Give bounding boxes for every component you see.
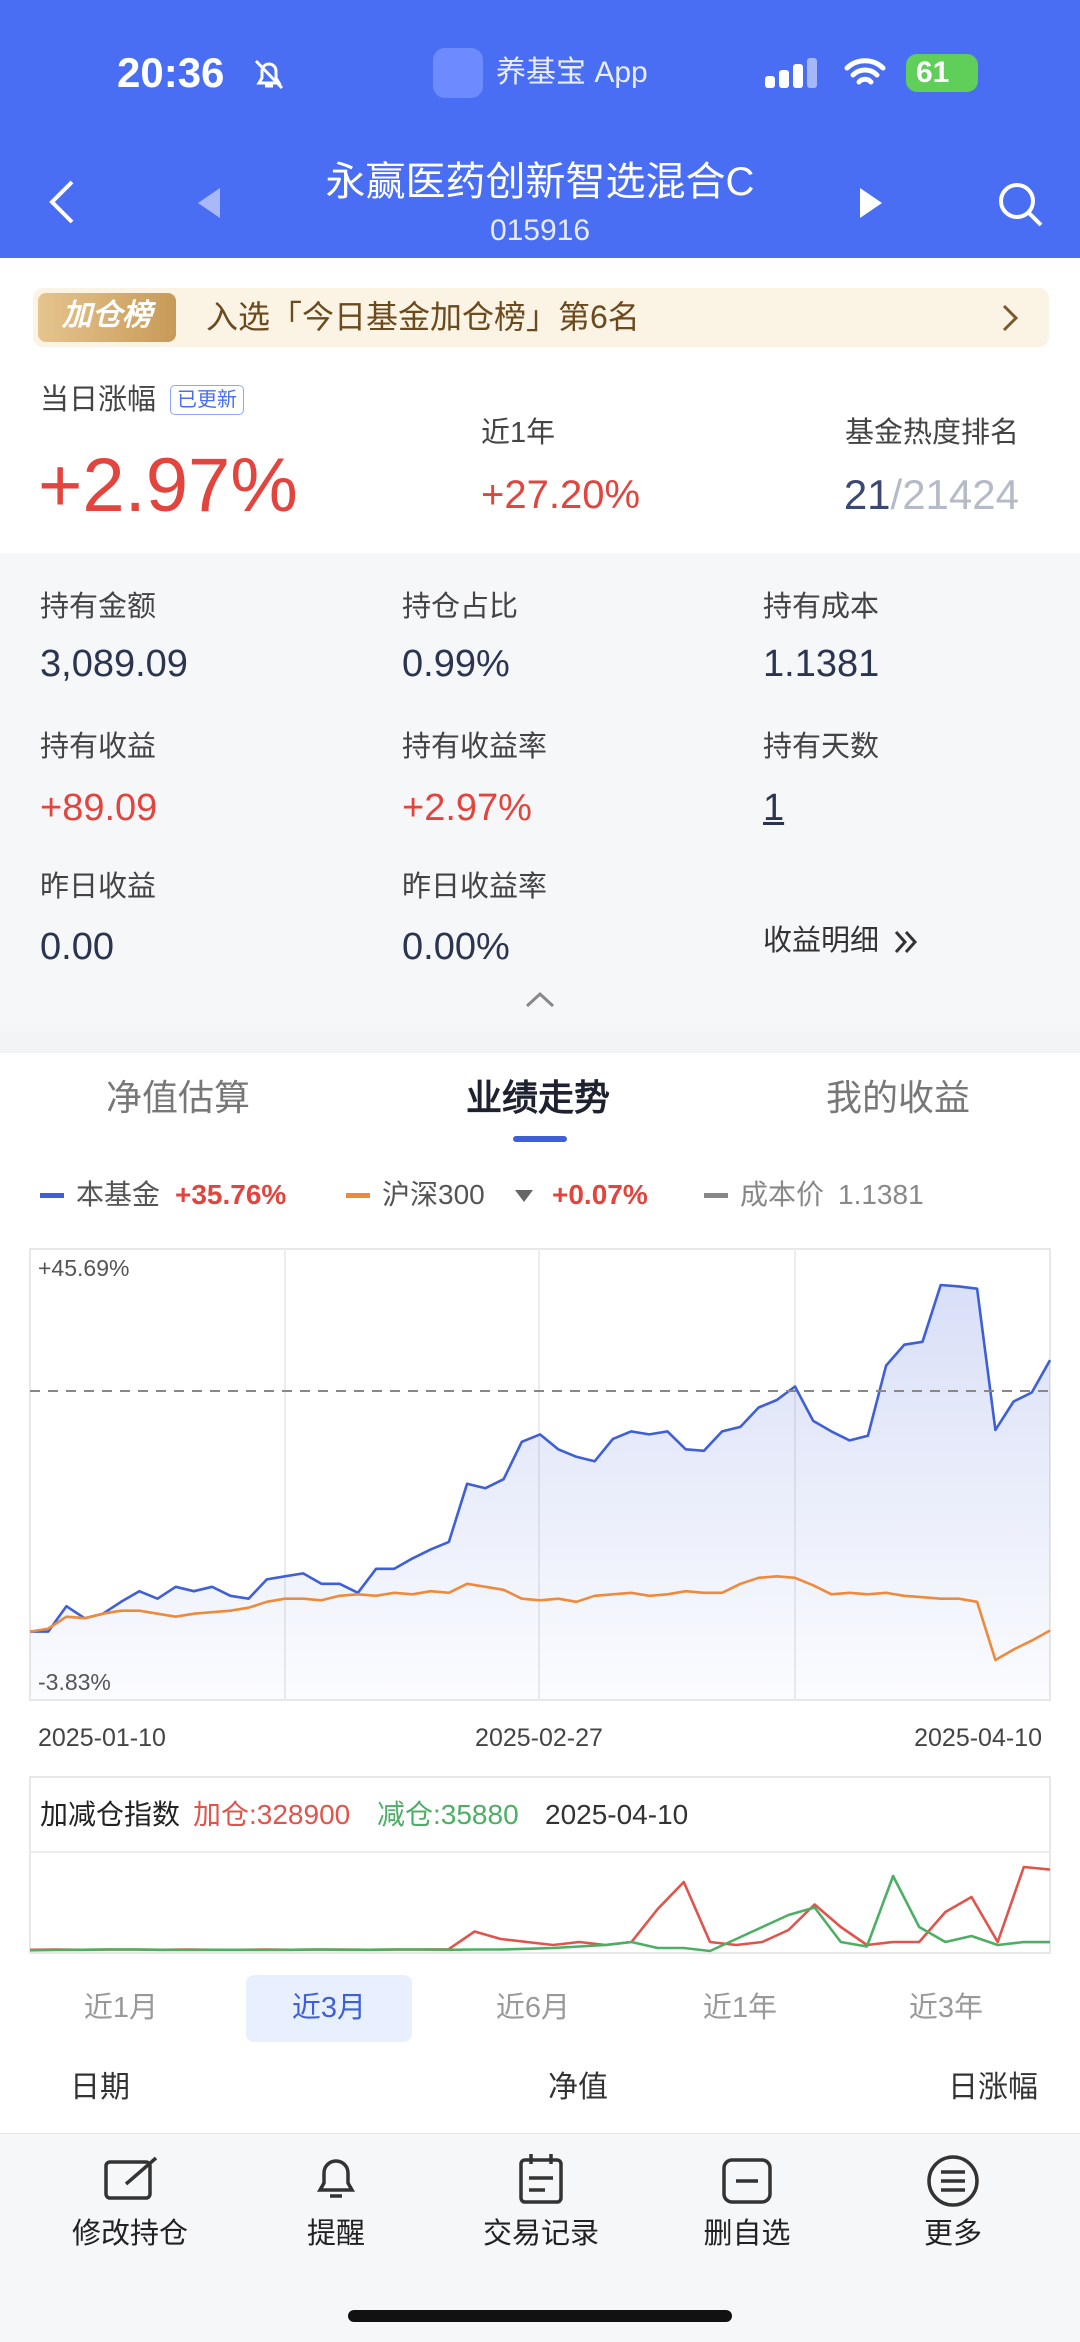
period-option[interactable]: 近1年	[702, 1992, 778, 2024]
nav-label[interactable]: 删自选	[703, 2218, 791, 2250]
nav-icons	[104, 2154, 979, 2207]
rank: 21	[843, 471, 891, 518]
holding-value: 1.1381	[763, 643, 880, 685]
legend-name: 本基金	[76, 1179, 161, 1210]
holding-value: +2.97%	[402, 787, 532, 829]
banner-text: 入选「今日基金加仓榜」第6名	[206, 299, 640, 335]
x-tick-label: 2025-04-10	[914, 1724, 1042, 1752]
nav-label[interactable]: 修改持仓	[71, 2218, 188, 2250]
holding-label: 持仓占比	[402, 591, 519, 623]
holding-value: 3,089.09	[40, 643, 188, 685]
bottom-nav	[0, 2133, 1080, 2342]
indicator-add: 加仓:328900	[193, 1799, 351, 1830]
banner-arrow	[1002, 304, 1019, 332]
holding-label: 持有收益率	[402, 731, 548, 763]
y-tick-label: +45.69%	[38, 1255, 129, 1281]
series-line	[29, 1865, 1051, 1952]
wifi-icon	[844, 58, 886, 85]
legend-value: +35.76%	[175, 1179, 287, 1210]
app-icon	[433, 48, 483, 98]
nav-label[interactable]: 交易记录	[482, 2218, 599, 2250]
indicator-date: 2025-04-10	[545, 1799, 689, 1830]
legend-swatch	[346, 1193, 370, 1198]
period-option[interactable]: 近1月	[83, 1992, 159, 2024]
period-option[interactable]: 近6月	[495, 1992, 571, 2024]
holding-label: 持有收益	[40, 731, 157, 763]
table-header-cell: 日涨幅	[948, 2071, 1038, 2104]
holdings-panel	[0, 553, 1080, 1031]
holding-label: 昨日收益	[40, 871, 157, 903]
holding-value: 0.00%	[402, 926, 510, 968]
rank-total: /21424	[890, 471, 1019, 518]
rank-value: 21/21424	[844, 474, 1019, 516]
period-selected	[246, 1975, 412, 2042]
back-button[interactable]	[44, 178, 80, 226]
holding-label: 持有金额	[40, 591, 157, 623]
year-label: 近1年	[481, 417, 556, 449]
app-name: 养基宝 App	[496, 56, 648, 89]
banner-badge	[38, 293, 176, 342]
legend-swatch	[40, 1193, 64, 1198]
holding-label: 昨日收益率	[402, 871, 548, 903]
battery	[906, 54, 978, 92]
nav-label[interactable]: 更多	[923, 2218, 982, 2250]
day-change-label: 当日涨幅	[40, 384, 157, 416]
holding-label: 持有天数	[763, 731, 880, 763]
legend-value: 1.1381	[838, 1179, 924, 1210]
charts: +45.69% -3.83% 2025-01-10 2025-02-27 2025-04…	[29, 1248, 1052, 1954]
x-tick-label: 2025-02-27	[475, 1724, 603, 1752]
status-time: 20:36	[117, 49, 225, 96]
series-line	[29, 1874, 1051, 1953]
income-detail-link[interactable]: 收益明细	[763, 925, 880, 957]
legend-swatch	[704, 1193, 728, 1198]
tab[interactable]: 净值估算	[105, 1077, 250, 1118]
collapse-arrow[interactable]	[524, 990, 556, 1010]
holding-value: +89.09	[40, 787, 158, 829]
nav-label[interactable]: 提醒	[306, 2218, 365, 2250]
banner-badge-text: 加仓榜	[62, 299, 152, 332]
tab[interactable]: 业绩走势	[465, 1077, 610, 1118]
legend-value: +0.07%	[552, 1179, 648, 1210]
holding-value[interactable]: 1	[763, 787, 785, 829]
period-option[interactable]: 近3月	[291, 1992, 367, 2024]
bell-off-icon	[254, 59, 284, 90]
tab[interactable]: 我的收益	[825, 1077, 970, 1118]
legend-name[interactable]: 沪深300	[382, 1179, 485, 1210]
holding-label: 持有成本	[763, 591, 880, 623]
ranking-banner[interactable]	[33, 288, 1049, 347]
legend-name: 成本价	[740, 1179, 825, 1210]
prev-fund-button[interactable]	[196, 186, 222, 220]
plot-frame	[29, 1776, 1051, 1954]
y-tick-label: -3.83%	[38, 1669, 111, 1695]
next-fund-button[interactable]	[858, 186, 884, 220]
series-line	[30, 1283, 1052, 1633]
section-gap	[0, 1031, 1080, 1053]
day-change: +2.97%	[38, 443, 298, 528]
fund-title: 永赢医药创新智选混合C	[325, 160, 755, 204]
year-change: +27.20%	[481, 473, 641, 517]
x-tick-label: 2025-01-10	[38, 1724, 166, 1752]
header	[0, 0, 1080, 258]
updated-badge: 已更新	[170, 385, 244, 415]
home-indicator	[348, 2310, 732, 2322]
series-line	[29, 1575, 1051, 1662]
holding-value: 0.99%	[402, 643, 510, 685]
indicator-reduce: 减仓:35880	[377, 1799, 519, 1830]
period-option[interactable]: 近3年	[908, 1992, 984, 2024]
legend-dropdown[interactable]	[514, 1189, 534, 1203]
table-header-cell: 日期	[70, 2071, 130, 2104]
table-header-cell: 净值	[548, 2071, 608, 2104]
signal-icon	[765, 58, 817, 88]
indicator-title: 加减仓指数	[40, 1799, 181, 1830]
search-button[interactable]	[996, 180, 1044, 228]
holding-value: 0.00	[40, 926, 114, 968]
fund-code: 015916	[489, 214, 591, 247]
rank-label: 基金热度排名	[844, 417, 1019, 449]
battery-level: 61	[916, 56, 950, 89]
income-detail-arrow	[894, 930, 918, 954]
tab-underline	[513, 1136, 567, 1142]
